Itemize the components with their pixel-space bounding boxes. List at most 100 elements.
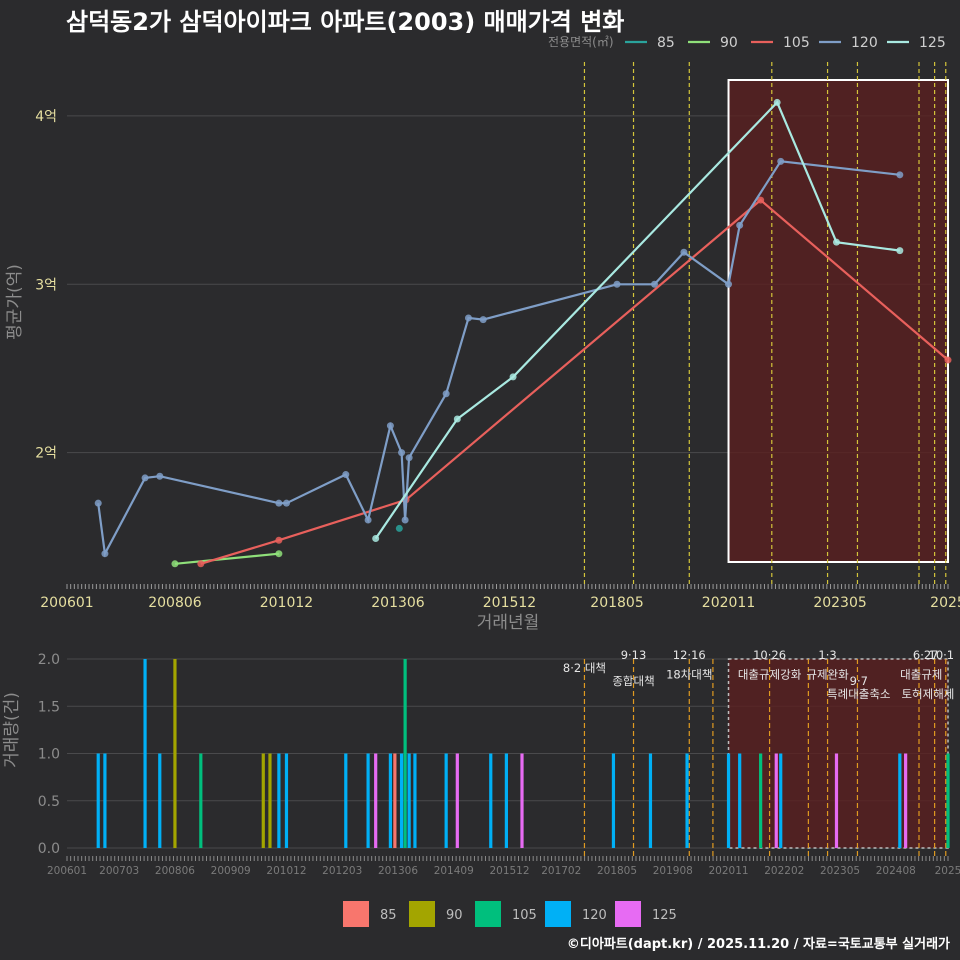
volume-bar-120 [277,753,281,848]
data-point-105 [757,196,765,204]
y-tick-label: 0.0 [38,841,60,857]
data-point-120 [282,499,290,507]
data-point-85 [395,524,403,532]
x-tick-label: 201306 [378,865,418,877]
volume-bar-125 [904,753,908,848]
data-point-120 [275,499,283,507]
data-point-120 [398,449,406,457]
legend-label-85: 85 [380,908,397,923]
data-point-105 [275,536,283,544]
volume-bar-120 [407,753,411,848]
policy-annotation: 토허제해제 [901,687,954,701]
volume-bar-90 [173,659,177,848]
volume-bar-125 [834,753,839,848]
x-tick-label: 202011 [702,595,755,611]
policy-annotation: 대출규제 [900,668,942,682]
volume-bar-120 [738,753,742,848]
y-axis-title-volume: 거래량(건) [2,692,22,768]
data-point-120 [464,314,472,322]
volume-bar-120 [413,753,417,848]
volume-bar-105 [403,659,407,848]
policy-annotation: 9·13 [621,648,647,662]
volume-bar-105 [759,753,763,848]
policy-annotation: 특례대출축소 [827,687,890,701]
data-point-125 [832,238,840,246]
x-tick-label: 200703 [99,865,139,877]
volume-bar-85 [393,753,397,848]
data-point-120 [479,316,487,324]
x-tick-label: 201203 [322,865,362,877]
chart-title: 삼덕동2가 삼덕아이파크 아파트(2003) 매매가격 변화 [66,8,624,36]
volume-bar-120 [898,753,902,848]
x-tick-label: 200601 [40,595,93,611]
volume-bar-105 [946,753,950,848]
legend-label-120: 120 [582,908,607,923]
volume-bar-120 [504,753,508,848]
policy-annotation: 1·3 [818,648,836,662]
x-tick-label: 201512 [489,865,529,877]
y-tick-label: 2.0 [38,652,60,668]
legend-label-105: 105 [512,908,537,923]
data-point-120 [101,550,109,558]
volume-bar-120 [103,753,107,848]
volume-bar-125 [520,753,524,848]
x-tick-label: 200909 [211,865,251,877]
data-point-120 [725,280,733,288]
x-tick-label: 202305 [820,865,860,877]
volume-bar-120 [158,753,162,848]
volume-bar-125 [374,753,378,848]
volume-bar-120 [444,753,448,848]
data-point-105 [197,560,205,568]
series-line-125 [374,100,900,540]
data-point-90 [171,560,179,568]
y-axis-title-price: 평균가(억) [5,264,25,340]
data-point-125 [453,415,461,423]
legend-label-90: 90 [720,35,738,51]
x-tick-label: 2025 [930,595,960,611]
x-tick-label: 202305 [813,595,866,611]
data-point-120 [141,474,149,482]
series-line-90 [174,552,280,565]
legend-swatch-125 [615,901,641,927]
y-tick-label: 3억 [35,277,57,293]
legend-label-90: 90 [446,908,463,923]
volume-bar-120 [344,753,348,848]
footer-credit: ©디아파트(dapt.kr) / 2025.11.20 / 자료=국토교통부 실… [567,936,950,952]
legend-swatch-120 [545,901,571,927]
data-point-90 [275,550,283,558]
y-tick-label: 4억 [35,109,57,125]
legend-swatch-105 [475,901,501,927]
y-tick-label: 1.0 [38,747,60,763]
data-point-120 [401,516,409,524]
x-tick-label: 201702 [541,865,581,877]
y-tick-label: 2억 [35,446,57,462]
volume-bar-125 [774,753,778,848]
policy-annotation: 8·2 대책 [563,661,606,675]
data-point-120 [613,280,621,288]
data-point-105 [944,356,952,364]
x-tick-label: 201512 [483,595,536,611]
data-point-120 [156,472,164,480]
volume-bar-120 [399,753,404,848]
legend-label-105: 105 [783,35,810,51]
volume-bar-120 [726,753,731,848]
x-tick-label: 201805 [590,595,643,611]
policy-annotation: 규제완화 [806,668,849,682]
data-point-120 [680,248,688,256]
legend-bottom: 85 90 105 120 125 [343,901,677,927]
legend-label-85: 85 [657,35,675,51]
volume-bar-120 [366,753,370,848]
x-tick-label: 202202 [764,865,804,877]
x-tick-label: 201409 [434,865,474,877]
policy-annotation: 대출규제강화 [738,668,802,682]
volume-bar-105 [199,753,203,848]
policy-annotation: 10·1 [929,648,955,662]
volume-bar-120 [611,753,616,848]
data-point-120 [442,390,450,398]
volume-bar-120 [143,659,147,848]
x-tick-label: 201908 [653,865,693,877]
x-axis-title-price: 거래년월 [477,613,540,633]
legend-label-125: 125 [919,35,946,51]
data-point-120 [736,221,744,229]
